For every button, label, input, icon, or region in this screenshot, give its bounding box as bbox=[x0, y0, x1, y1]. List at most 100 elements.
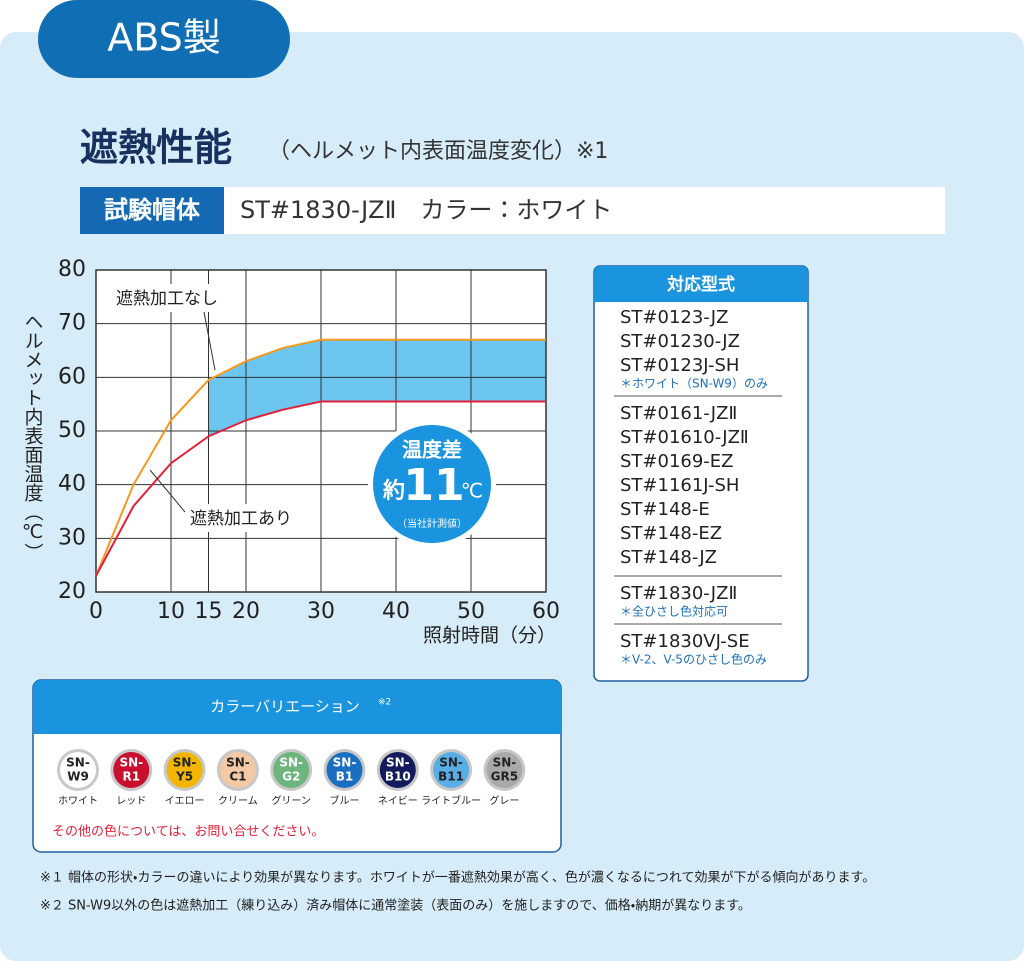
value-box bbox=[224, 187, 945, 234]
difference-area bbox=[208, 339, 546, 437]
colors-header bbox=[33, 680, 561, 734]
color-name: グレー bbox=[489, 794, 519, 807]
y-tick-label: 50 bbox=[58, 418, 86, 443]
y-tick-label: 20 bbox=[58, 579, 86, 604]
title: 遮熱性能 bbox=[80, 126, 232, 170]
model-name: ST#1830VJ-SE bbox=[620, 631, 750, 652]
color-swatch bbox=[433, 752, 470, 788]
models-header bbox=[594, 266, 808, 302]
plot-frame bbox=[95, 269, 547, 593]
legend-label: 遮熱加工あり bbox=[190, 509, 292, 529]
color-code: Y5 bbox=[175, 770, 193, 784]
color-code: W9 bbox=[67, 770, 89, 784]
badge-title: 温度差 bbox=[402, 438, 462, 462]
model-name: ST#0123-JZ bbox=[620, 307, 728, 328]
y-tick-label: 60 bbox=[58, 364, 86, 389]
model-name: ST#0169-EZ bbox=[620, 451, 734, 472]
model-name: ST#1830-JZⅡ bbox=[620, 583, 737, 604]
color-code: SN- bbox=[386, 756, 410, 770]
color-code: SN- bbox=[493, 756, 517, 770]
model-name: ST#1161J-SH bbox=[620, 475, 739, 496]
color-swatch bbox=[219, 752, 256, 788]
badge-prefix: 約 bbox=[382, 478, 405, 504]
color-name: イエロー bbox=[165, 796, 205, 807]
color-swatch bbox=[273, 752, 310, 788]
colors-title-mark: ※2 bbox=[378, 698, 391, 708]
tab-label: ABS製 bbox=[107, 16, 221, 60]
color-code: SN- bbox=[66, 756, 90, 770]
colors-box: カラーバリエーション ※2 その他の色については、お問い合せください。 SN-W… bbox=[32, 679, 562, 853]
color-code: SN- bbox=[439, 756, 463, 770]
x-tick-label: 10 bbox=[157, 599, 185, 624]
model-name: ST#148-EZ bbox=[620, 523, 722, 544]
color-name: ネイビー bbox=[378, 795, 418, 807]
model-note: ＊V-2、V-5のひさし色のみ bbox=[620, 653, 767, 667]
badge-number: 11 bbox=[403, 460, 464, 511]
label-box bbox=[80, 187, 224, 234]
model-name: ST#0161-JZⅡ bbox=[620, 403, 737, 424]
y-tick-label: 30 bbox=[58, 525, 86, 550]
line bbox=[95, 338, 546, 577]
legend-label: 遮熱加工なし bbox=[116, 289, 218, 309]
color-code: SN- bbox=[279, 756, 303, 770]
color-code: GR5 bbox=[491, 770, 518, 784]
color-swatch bbox=[486, 752, 523, 788]
line bbox=[95, 400, 546, 577]
x-axis-label: 照射時間（分） bbox=[423, 625, 556, 647]
color-code: SN- bbox=[173, 756, 197, 770]
color-code: SN- bbox=[226, 756, 250, 770]
color-name: クリーム bbox=[218, 795, 258, 807]
footnote: ※２ SN-W9以外の色は遮熱加工（練り込み）済み帽体に通常塗装（表面のみ）を施… bbox=[40, 898, 751, 914]
color-code: R1 bbox=[123, 770, 141, 784]
color-name: ホワイト bbox=[58, 795, 98, 807]
colors-title: カラーバリエーション bbox=[210, 698, 360, 716]
model-name: ST#01230-JZ bbox=[620, 331, 740, 352]
color-code: B1 bbox=[336, 770, 354, 784]
color-code: SN- bbox=[333, 756, 357, 770]
color-swatch bbox=[166, 752, 203, 788]
model-note: ＊全ひさし色対応可 bbox=[620, 605, 728, 619]
models-title: 対応型式 bbox=[666, 274, 735, 295]
badge bbox=[373, 425, 491, 543]
subtitle: （ヘルメット内表面温度変化）※1 bbox=[268, 139, 608, 164]
badge-unit: ℃ bbox=[461, 479, 483, 503]
colors-note: その他の色については、お問い合せください。 bbox=[52, 825, 324, 840]
x-tick-label: 20 bbox=[232, 599, 260, 624]
models-box: 対応型式 ST#0123-JZ ST#01230-JZ ST#0123J-SH＊ホワ… bbox=[593, 265, 809, 682]
leader bbox=[203, 311, 216, 371]
x-tick-label: 0 bbox=[89, 599, 103, 624]
test-value: ST#1830-JZⅡ カラー：ホワイト bbox=[240, 196, 612, 224]
annotation-bg bbox=[186, 504, 316, 532]
leader bbox=[149, 469, 186, 513]
test-label: 試験帽体 bbox=[104, 196, 201, 224]
color-swatch bbox=[379, 752, 416, 788]
model-name: ST#148-E bbox=[620, 499, 710, 520]
color-code: B10 bbox=[385, 770, 411, 784]
color-name: グリーン bbox=[271, 794, 311, 807]
footnote: ※１ 帽体の形状・カラーの違いにより効果が異なります。ホワイトが一番遮熱効果が高… bbox=[40, 870, 875, 886]
models-frame bbox=[593, 265, 809, 682]
y-tick-label: 70 bbox=[58, 311, 86, 336]
model-name: ST#01610-JZⅡ bbox=[620, 427, 749, 448]
color-code: G2 bbox=[282, 770, 300, 784]
color-swatch bbox=[326, 752, 363, 788]
model-name: ST#0123J-SH bbox=[620, 355, 739, 376]
x-tick-label: 50 bbox=[457, 599, 485, 624]
x-tick-label: 40 bbox=[382, 599, 410, 624]
color-name: ブルー bbox=[330, 794, 360, 807]
y-axis-label: ヘルメット内表面温度（℃） bbox=[22, 312, 44, 562]
y-tick-label: 40 bbox=[58, 472, 86, 497]
color-swatch bbox=[60, 752, 96, 788]
tab bbox=[38, 0, 290, 78]
y-tick-label: 80 bbox=[58, 257, 86, 282]
color-code: SN- bbox=[119, 756, 143, 770]
model-note: ＊ホワイト（SN-W9）のみ bbox=[620, 377, 768, 391]
x-tick-label: 30 bbox=[307, 599, 335, 624]
color-code: C1 bbox=[229, 770, 246, 784]
badge-note: （当社計測値） bbox=[397, 517, 467, 530]
x-tick-label: 60 bbox=[532, 599, 560, 624]
annotation-bg bbox=[110, 284, 240, 312]
color-name: ライトブルー bbox=[421, 794, 481, 807]
